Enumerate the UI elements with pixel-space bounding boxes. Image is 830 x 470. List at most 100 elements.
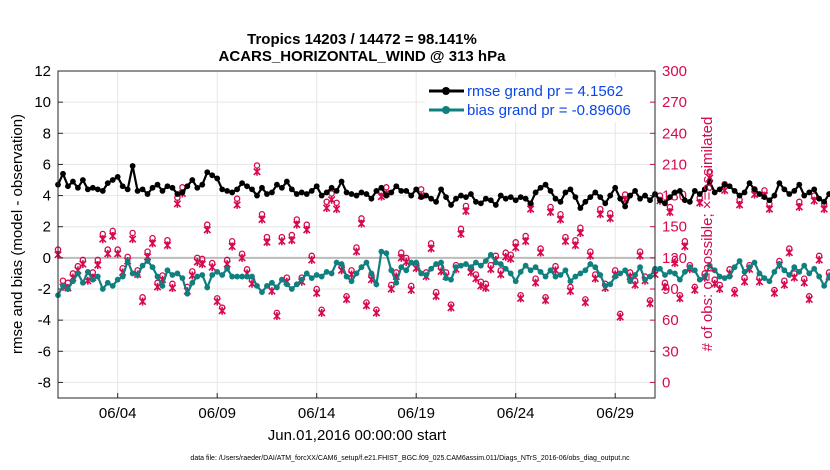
- bias-point: [129, 270, 136, 277]
- bias-point: [463, 261, 469, 267]
- rmse-point: [239, 180, 245, 187]
- obs-assimilated-marker: [258, 215, 266, 224]
- rmse-point: [318, 192, 325, 199]
- obs-assimilated-marker: [357, 219, 366, 228]
- rmse-point: [89, 184, 96, 191]
- rmse-point: [109, 177, 116, 183]
- rmse-point: [681, 197, 688, 204]
- bias-point: [453, 264, 459, 271]
- obs-assimilated-marker: [556, 215, 565, 224]
- obs-assimilated-marker: [268, 287, 276, 296]
- bias-point: [343, 273, 350, 280]
- obs-assimilated-marker: [168, 283, 177, 292]
- obs-assimilated-marker: [307, 255, 316, 264]
- rmse-point: [517, 194, 524, 201]
- bias-point: [691, 267, 698, 274]
- bias-point: [403, 267, 410, 274]
- rmse-point: [497, 192, 504, 199]
- obs-assimilated-marker: [138, 297, 147, 306]
- bias-point: [657, 265, 663, 272]
- obs-assimilated-marker: [596, 210, 605, 219]
- rmse-point: [154, 181, 161, 188]
- bias-point: [711, 267, 718, 274]
- bias-point: [134, 272, 141, 278]
- bias-point: [736, 258, 743, 264]
- bias-point: [786, 272, 793, 278]
- obs-assimilated-marker: [153, 282, 162, 291]
- left-y-axis-label: rmse and bias (model - observation): [9, 114, 26, 354]
- bias-point: [70, 278, 76, 285]
- right-y-tick-label: 30: [662, 343, 679, 360]
- rmse-point: [676, 188, 683, 194]
- x-axis-label: Jun.01,2016 00:00:00 start: [268, 427, 447, 444]
- obs-assimilated-marker: [546, 208, 555, 217]
- bias-point: [283, 281, 290, 288]
- bias-point: [557, 272, 564, 278]
- obs-assimilated-marker: [188, 271, 197, 280]
- obs-assimilated-marker: [566, 287, 575, 296]
- rmse-point: [398, 188, 405, 194]
- rmse-point: [622, 203, 629, 210]
- rmse-point: [751, 186, 758, 193]
- rmse-point: [801, 192, 808, 199]
- obs-assimilated-marker: [477, 281, 485, 290]
- rmse-point: [736, 192, 743, 199]
- rmse-point: [562, 189, 569, 196]
- obs-assimilated-marker: [581, 298, 590, 307]
- rmse-point: [378, 184, 385, 191]
- rmse-point: [572, 194, 579, 201]
- obs-assimilated-marker: [163, 241, 172, 250]
- rmse-point: [642, 192, 648, 199]
- bias-point: [686, 264, 693, 271]
- rmse-point: [274, 181, 280, 188]
- bias-point: [497, 261, 504, 267]
- rmse-point: [338, 178, 345, 185]
- bias-point: [577, 270, 584, 277]
- bias-point: [756, 270, 763, 277]
- rmse-point: [492, 202, 499, 208]
- bias-point: [433, 261, 439, 267]
- rmse-point: [104, 180, 111, 187]
- bias-point: [368, 270, 375, 277]
- bias-point: [114, 276, 121, 283]
- rmse-point: [229, 189, 236, 196]
- obs-assimilated-marker: [576, 228, 585, 237]
- chart-title-line1: Tropics 14203 / 14472 = 98.141%: [247, 31, 477, 48]
- rmse-point: [328, 184, 335, 191]
- rmse-point: [383, 192, 390, 199]
- rmse-point: [114, 173, 121, 180]
- rmse-point: [393, 183, 400, 190]
- rmse-point: [313, 183, 320, 190]
- right-y-tick-label: 210: [662, 156, 687, 173]
- left-y-tick-label: 2: [43, 219, 51, 236]
- obs-assimilated-marker: [636, 251, 644, 260]
- obs-assimilated-marker: [342, 295, 351, 304]
- bias-point: [662, 272, 668, 278]
- bias-point: [507, 270, 514, 277]
- bias-point: [408, 259, 415, 266]
- rmse-point: [696, 191, 703, 197]
- rmse-point: [174, 191, 181, 197]
- obs-assimilated-marker: [312, 289, 321, 298]
- rmse-point: [756, 191, 763, 197]
- obs-assimilated-marker: [203, 225, 212, 234]
- rmse-point: [463, 194, 469, 201]
- obs-assimilated-marker: [462, 207, 470, 216]
- rmse-point: [358, 189, 365, 196]
- rmse-point: [582, 198, 589, 205]
- rmse-point: [701, 186, 708, 193]
- bias-point: [194, 273, 201, 280]
- obs-assimilated-marker: [94, 261, 102, 270]
- rmse-point: [766, 197, 773, 204]
- bias-point: [771, 268, 778, 275]
- rmse-point: [468, 191, 474, 197]
- rmse-point: [323, 189, 330, 196]
- obs-assimilated-marker: [676, 294, 684, 303]
- obs-assimilated-marker: [720, 186, 729, 195]
- rmse-point: [423, 192, 430, 199]
- left-y-tick-label: 8: [43, 125, 51, 142]
- series-bias: [55, 248, 830, 299]
- bias-point: [696, 276, 703, 283]
- obs-assimilated-marker: [730, 289, 739, 298]
- obs-assimilated-marker: [820, 205, 828, 214]
